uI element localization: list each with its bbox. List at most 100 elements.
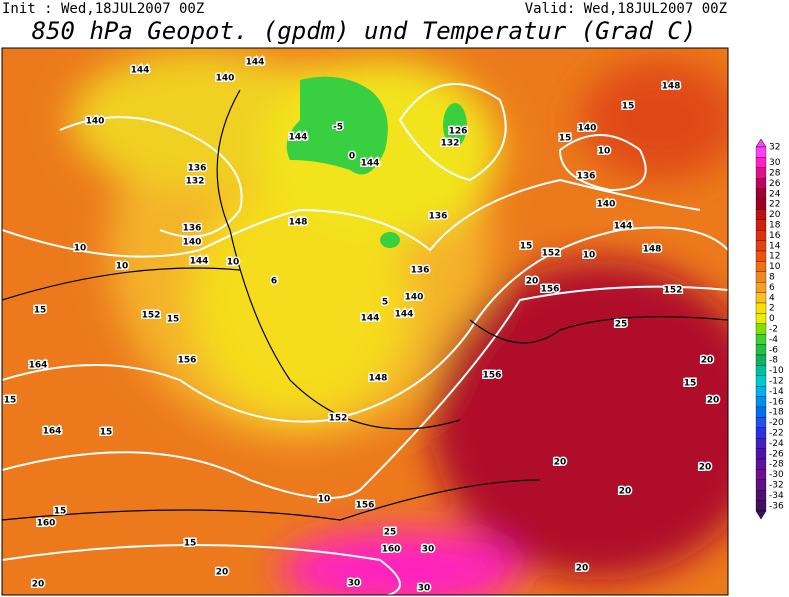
contour-label: 140 (183, 238, 202, 248)
contour-label: 30 (348, 579, 361, 589)
contour-label: 20 (619, 487, 632, 497)
legend-swatch (755, 292, 767, 304)
contour-label: 160 (382, 545, 401, 555)
legend-swatch (755, 354, 767, 366)
contour-label: 15 (520, 242, 533, 252)
legend-label: -10 (769, 366, 784, 376)
legend-swatch (755, 198, 767, 210)
contour-label: 152 (664, 286, 683, 296)
legend-swatch (755, 479, 767, 491)
contour-label: 15 (4, 396, 17, 406)
legend-label: -34 (769, 491, 784, 501)
legend-swatch (755, 438, 767, 449)
contour-label: 140 (578, 124, 597, 134)
legend-label: -22 (769, 429, 784, 439)
contour-label: 20 (701, 356, 714, 366)
contour-label: 144 (289, 133, 308, 143)
contour-label: 5 (382, 298, 388, 308)
legend-swatch (755, 386, 767, 397)
contour-label: 10 (583, 251, 596, 261)
legend-label: 10 (769, 262, 781, 272)
contour-label: 144 (614, 222, 633, 232)
contour-label: 132 (441, 139, 460, 149)
legend-label: -30 (769, 470, 784, 480)
contour-label: 20 (32, 580, 45, 590)
contour-label: 140 (405, 293, 424, 303)
contour-label: 10 (74, 244, 87, 254)
legend-label: -36 (769, 501, 784, 511)
contour-label: 0 (349, 152, 355, 162)
legend-label: 2 (769, 304, 775, 314)
legend-label: -28 (769, 460, 784, 470)
contour-label: 164 (43, 427, 62, 437)
contour-label: 15 (184, 539, 197, 549)
contour-label: 15 (54, 507, 67, 517)
legend-swatch (755, 406, 767, 418)
contour-label: 152 (542, 249, 561, 259)
valid-time: Valid: Wed,18JUL2007 00Z (525, 1, 727, 17)
contour-label: 15 (684, 379, 697, 389)
contour-label: 144 (395, 310, 414, 320)
map-frame (1, 47, 729, 596)
legend-swatch (755, 167, 767, 179)
legend-label: -24 (769, 439, 784, 449)
legend-label: 32 (769, 143, 780, 153)
legend-swatch (755, 490, 767, 501)
legend-label: 30 (769, 158, 781, 168)
contour-label: 15 (100, 428, 113, 438)
legend-swatch (755, 313, 767, 324)
legend-arrow-top (755, 138, 767, 148)
legend-label: -8 (769, 356, 778, 366)
legend-swatch (755, 323, 767, 335)
contour-label: 164 (29, 361, 48, 371)
contour-label: 152 (329, 414, 348, 424)
legend-label: -2 (769, 325, 778, 335)
contour-label: 25 (384, 528, 397, 538)
legend-label: 20 (769, 210, 781, 220)
contour-label: 136 (188, 164, 207, 174)
legend-swatch (755, 240, 767, 252)
contour-label: 148 (662, 82, 681, 92)
contour-label: 144 (361, 314, 380, 324)
legend-swatch (755, 146, 767, 158)
legend-swatch (755, 396, 767, 408)
contour-label: -5 (333, 123, 343, 133)
legend-label: 0 (769, 314, 775, 324)
contour-label: 140 (597, 200, 616, 210)
legend-swatch (755, 188, 767, 200)
legend-swatch (755, 448, 767, 460)
legend-label: 8 (769, 273, 775, 283)
legend-label: 6 (769, 283, 775, 293)
contour-label: 156 (356, 501, 375, 511)
legend-swatch (755, 219, 767, 231)
contour-label: 148 (643, 245, 662, 255)
contour-label: 25 (615, 320, 628, 330)
legend-swatch (755, 302, 767, 314)
contour-label: 15 (622, 102, 635, 112)
contour-label: 140 (216, 74, 235, 84)
legend-swatch (755, 157, 767, 168)
contour-label: 136 (577, 172, 596, 182)
contour-label: 156 (541, 285, 560, 295)
contour-label: 15 (167, 315, 180, 325)
legend-label: -32 (769, 481, 784, 491)
contour-label: 20 (707, 396, 720, 406)
contour-label: 148 (369, 374, 388, 384)
contour-label: 30 (418, 584, 431, 594)
contour-label: 144 (361, 159, 380, 169)
contour-label: 15 (34, 306, 47, 316)
legend-swatch (755, 469, 767, 480)
legend-label: 16 (769, 231, 781, 241)
legend-swatch (755, 427, 767, 439)
legend-swatch (755, 230, 767, 241)
legend-swatch (755, 209, 767, 220)
contour-label: 20 (699, 463, 712, 473)
legend-swatch (755, 417, 767, 428)
contour-label: 15 (559, 134, 572, 144)
legend-swatch (755, 500, 767, 512)
legend-label: 14 (769, 241, 781, 251)
contour-label: 30 (422, 545, 435, 555)
contour-label: 20 (576, 564, 589, 574)
contour-label: 144 (246, 58, 265, 68)
